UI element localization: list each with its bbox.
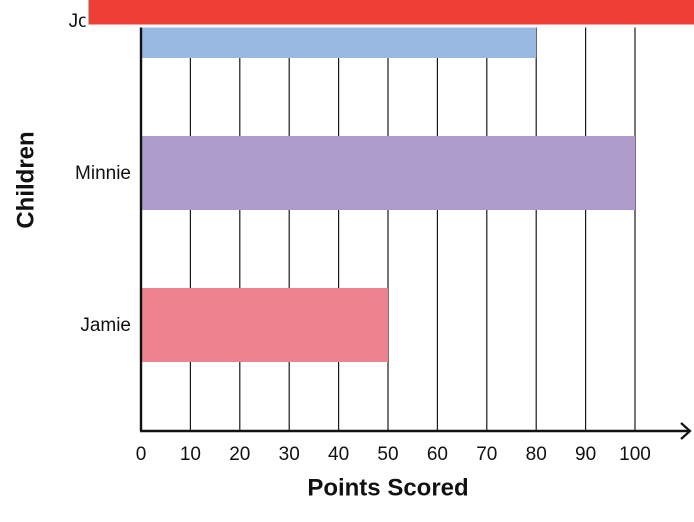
x-tick-label-0: 0 bbox=[136, 444, 147, 465]
red-banner bbox=[85, 0, 694, 28]
category-label-minnie: Minnie bbox=[75, 163, 131, 184]
x-tick-label-100: 100 bbox=[619, 444, 651, 465]
x-tick-label-60: 60 bbox=[427, 444, 448, 465]
x-tick-label-10: 10 bbox=[180, 444, 201, 465]
category-labels: JoannaMinnieJamie bbox=[69, 11, 132, 336]
x-axis-title: Points Scored bbox=[307, 474, 468, 501]
x-tick-labels: 0 10 20 30 40 50 60 70 80 90 100 bbox=[136, 444, 651, 465]
x-axis-arrowhead bbox=[680, 422, 692, 440]
bar-jamie bbox=[141, 288, 388, 362]
axes bbox=[139, 0, 692, 440]
gridlines bbox=[189, 0, 636, 431]
red-banner-overlay bbox=[85, 0, 694, 28]
x-tick-label-50: 50 bbox=[377, 444, 398, 465]
x-tick-label-90: 90 bbox=[575, 444, 596, 465]
x-tick-label-70: 70 bbox=[476, 444, 497, 465]
category-label-jamie: Jamie bbox=[80, 315, 131, 336]
x-tick-label-30: 30 bbox=[279, 444, 300, 465]
y-axis-title: Children bbox=[12, 131, 39, 228]
x-tick-label-40: 40 bbox=[328, 444, 349, 465]
bars bbox=[141, 0, 635, 362]
bar-minnie bbox=[141, 136, 635, 210]
x-tick-label-20: 20 bbox=[229, 444, 250, 465]
x-tick-label-80: 80 bbox=[526, 444, 547, 465]
